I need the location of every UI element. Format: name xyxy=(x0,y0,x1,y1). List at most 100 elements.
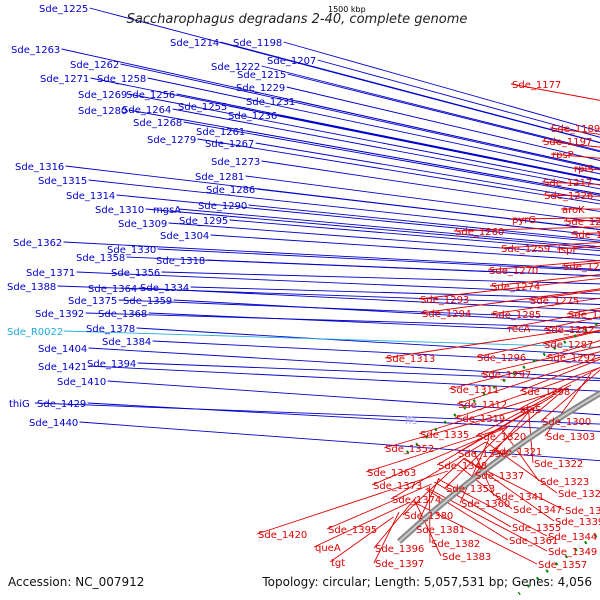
leader-line xyxy=(168,222,600,256)
leader-line xyxy=(286,86,600,161)
leader-line xyxy=(425,488,509,541)
gene-label: Sde_1255 xyxy=(178,102,227,113)
gene-label: Sde_1258 xyxy=(97,74,146,85)
leader-line xyxy=(519,358,600,392)
leader-line xyxy=(88,365,600,392)
gene-label: Sde_1274 xyxy=(491,282,540,293)
leader-line xyxy=(518,367,600,410)
gene-label: Sde_1296 xyxy=(477,353,526,364)
leader-line xyxy=(190,286,600,300)
leader-line xyxy=(480,345,600,375)
leader-line xyxy=(229,219,600,252)
gene-label: Sde_1303 xyxy=(546,432,595,443)
gene-label: Sde_1261 xyxy=(196,127,245,138)
gene-label: Sde_1336 xyxy=(458,449,507,460)
leader-line xyxy=(444,424,510,489)
leader-line xyxy=(543,316,600,330)
leader-line xyxy=(459,439,489,504)
leader-line xyxy=(63,330,600,348)
leader-line xyxy=(453,226,600,232)
gene-label: Sde_1217 xyxy=(543,178,592,189)
gene-label: Sde_1286 xyxy=(206,185,255,196)
gene-label: Sde_1237 xyxy=(565,217,600,228)
leader-line xyxy=(128,93,600,186)
leader-line xyxy=(485,441,558,494)
gene-label: Sde_1222 xyxy=(211,62,260,73)
gene-label: Sde_1297 xyxy=(482,370,531,381)
gene-label: Sde_1309 xyxy=(118,219,167,230)
leader-line xyxy=(418,388,565,435)
gene-label: Sde_1281 xyxy=(195,172,244,183)
gene-label: Sde_1330 xyxy=(107,245,156,256)
gene-label: Sde_1360 xyxy=(461,499,510,510)
gene-label: Sde_1321 xyxy=(493,447,542,458)
gene-label: Sde_1197 xyxy=(543,137,592,148)
gene-label: queA xyxy=(315,543,341,554)
leader-line xyxy=(313,501,411,548)
gene-label: Sde_1312 xyxy=(458,400,507,411)
gene-label: Sde_1275 xyxy=(530,296,579,307)
leader-line xyxy=(228,105,600,182)
leader-line xyxy=(61,48,600,169)
gene-label: Sde_1214 xyxy=(170,38,219,49)
leader-line xyxy=(365,426,507,473)
gene-label: Sde_1440 xyxy=(29,418,78,429)
gene-label: Sde_1314 xyxy=(66,191,115,202)
leader-line xyxy=(317,59,600,138)
gene-label: Sde_1229 xyxy=(236,83,285,94)
leader-line xyxy=(116,194,600,243)
gene-label: mgsA xyxy=(153,205,181,216)
leader-line xyxy=(63,241,600,270)
leader-line xyxy=(136,327,600,356)
gene-label: Sde_1371 xyxy=(26,268,75,279)
leader-line xyxy=(373,511,400,564)
gene-label: Sde_1207 xyxy=(267,56,316,67)
gene-label: Sde_1293 xyxy=(420,295,469,306)
gene-label: Sde_1344 xyxy=(548,532,597,543)
leader-line xyxy=(540,369,600,422)
leader-line xyxy=(373,496,417,549)
gene-label: Sde_1347 xyxy=(513,505,562,516)
leader-line xyxy=(475,384,572,437)
leader-line xyxy=(261,160,600,212)
leader-line xyxy=(475,329,600,358)
leader-line xyxy=(462,458,565,511)
gene-label: Sde_1268 xyxy=(133,118,182,129)
gene-labels: Sde_1225 Sde_1214 Sde_1198 Sde_1263 Sde_1262… xyxy=(7,4,600,571)
leader-line xyxy=(138,287,600,312)
backbone-highlight xyxy=(398,392,600,543)
map-title: Saccharophagus degradans 2-40, complete … xyxy=(127,12,468,27)
leader-line xyxy=(433,481,512,528)
gene-label: Sde_1396 xyxy=(375,544,424,555)
gene-label: Sde_1404 xyxy=(38,344,87,355)
gene-label: pyrG xyxy=(512,215,536,226)
gene-label: Sde_1384 xyxy=(102,337,151,348)
gene-label: Sde_1177 xyxy=(512,80,561,91)
leader-line xyxy=(384,325,600,359)
gene-label: Sde_1348 xyxy=(438,461,487,472)
gene-label: Sde_1236 xyxy=(228,111,277,122)
leader-line xyxy=(454,367,600,419)
gene-label: Sde_1304 xyxy=(160,231,209,242)
gene-label: Sde_1225 xyxy=(39,4,88,15)
gene-label: recA xyxy=(508,324,531,335)
gene-label: tgt xyxy=(331,558,345,569)
gene-label: Sde_1298 xyxy=(521,387,570,398)
gene-label: Sde_1341 xyxy=(495,492,544,503)
leader-line xyxy=(248,204,600,241)
gene-label: Sde_1226 xyxy=(544,191,593,202)
gene-label: Sde_1260 xyxy=(455,227,504,238)
gene-label: Sde_1378 xyxy=(86,324,135,335)
gene-label: Sde_1388 xyxy=(7,282,56,293)
gene-label: Sde_1256 xyxy=(126,90,175,101)
gene-label: Sde_1429 xyxy=(37,399,86,410)
gene-label: rpsP xyxy=(552,150,574,161)
gene-label: Sde_1315 xyxy=(38,176,87,187)
gene-label: Sde_1231 xyxy=(246,97,295,108)
gene-label: alaS xyxy=(520,405,541,416)
leader-line xyxy=(371,427,506,486)
leader-line xyxy=(506,310,600,329)
leader-line xyxy=(329,516,394,563)
tick-label: 1500 kbp xyxy=(328,5,366,14)
gene-label: Sde_1362 xyxy=(13,238,62,249)
